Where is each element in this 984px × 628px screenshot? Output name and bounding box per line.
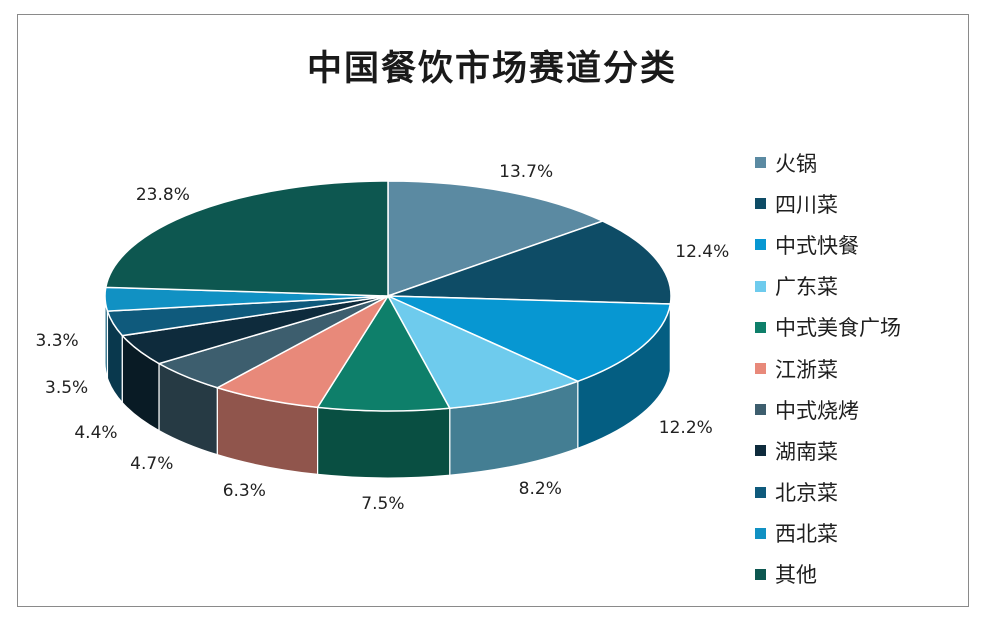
- legend-item: 北京菜: [755, 472, 901, 513]
- data-label: 3.3%: [35, 331, 79, 352]
- pie-slice-其他: [104, 180, 389, 297]
- legend-item: 中式烧烤: [755, 389, 901, 430]
- legend-label: 中式烧烤: [775, 398, 859, 423]
- pie-slice-火锅: [387, 180, 605, 298]
- legend-swatch: [755, 404, 766, 416]
- pie-slice-四川菜: [387, 220, 672, 305]
- chart-title: 中国餐饮市场赛道分类: [306, 49, 677, 89]
- data-label: 7.5%: [361, 494, 405, 515]
- data-label: 13.7%: [499, 161, 554, 182]
- data-label: 4.7%: [130, 453, 174, 474]
- data-label: 8.2%: [518, 479, 562, 500]
- legend-swatch: [755, 157, 766, 169]
- data-label: 4.4%: [74, 422, 118, 443]
- legend-swatch: [755, 527, 766, 539]
- pie-side-中式美食广场: [317, 406, 451, 479]
- legend-swatch: [755, 445, 766, 457]
- legend-item: 火锅: [755, 142, 901, 183]
- legend-item: 江浙菜: [755, 348, 901, 389]
- legend-swatch: [755, 198, 766, 210]
- legend-label: 其他: [775, 563, 817, 588]
- legend-item: 西北菜: [755, 513, 901, 554]
- legend-item: 广东菜: [755, 266, 901, 307]
- legend-item: 中式美食广场: [755, 307, 901, 348]
- legend-label: 广东菜: [775, 275, 838, 300]
- data-label: 3.5%: [45, 377, 89, 398]
- pie-slice-广东菜: [386, 294, 580, 410]
- legend-label: 江浙菜: [775, 357, 838, 382]
- legend-label: 湖南菜: [775, 439, 838, 464]
- legend-swatch: [755, 568, 766, 580]
- legend-swatch: [755, 321, 766, 333]
- legend-item: 湖南菜: [755, 430, 901, 471]
- data-label: 6.3%: [222, 480, 266, 501]
- pie-slice-中式美食广场: [316, 294, 451, 412]
- legend-item: 四川菜: [755, 183, 901, 224]
- legend-swatch: [755, 486, 766, 498]
- legend-label: 中式美食广场: [775, 316, 901, 341]
- legend-item: 中式快餐: [755, 224, 901, 265]
- legend-swatch: [755, 239, 766, 251]
- legend-item: 其他: [755, 554, 901, 595]
- data-label: 23.8%: [135, 185, 190, 206]
- data-label: 12.4%: [675, 241, 730, 262]
- pie-slice-中式快餐: [387, 295, 672, 383]
- legend: 火锅四川菜中式快餐广东菜中式美食广场 江浙菜中式烧烤湖南菜北京菜西北菜其他: [755, 142, 901, 595]
- legend-label: 西北菜: [775, 522, 838, 547]
- legend-label: 四川菜: [775, 192, 838, 217]
- legend-label: 中式快餐: [775, 233, 859, 258]
- data-label: 12.2%: [658, 418, 713, 439]
- legend-label: 火锅: [775, 151, 817, 176]
- legend-swatch: [755, 280, 766, 292]
- legend-label: 北京菜: [775, 481, 838, 506]
- legend-swatch: [755, 363, 766, 375]
